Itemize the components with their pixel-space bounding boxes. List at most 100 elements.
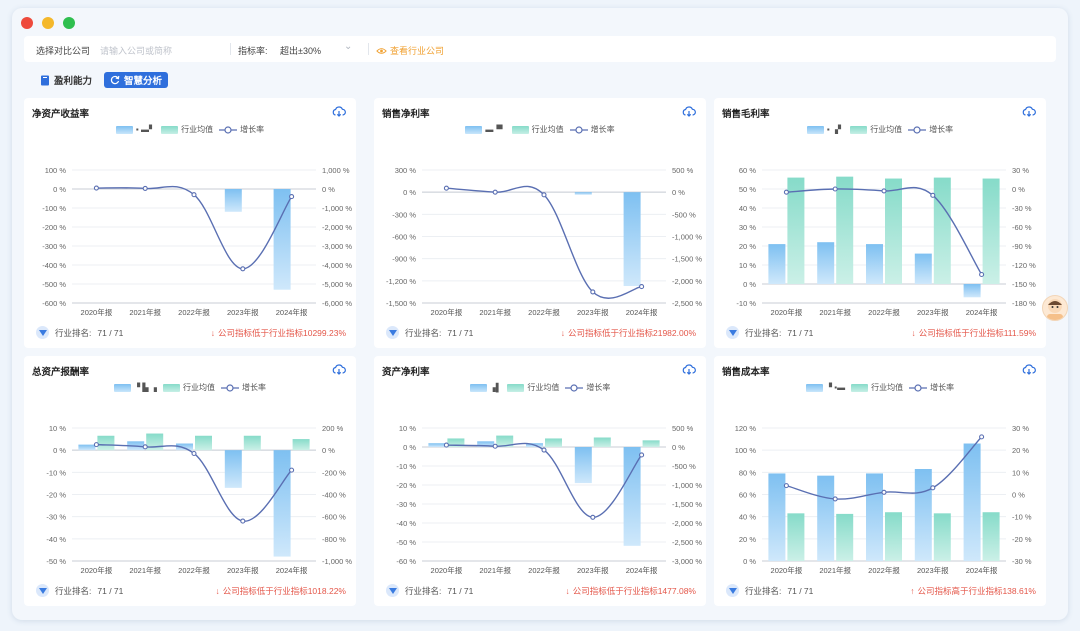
legend-industry[interactable]: 行业均值 <box>511 124 564 135</box>
download-button[interactable] <box>332 104 346 122</box>
bar-company[interactable] <box>176 443 193 451</box>
growth-point[interactable] <box>930 192 936 198</box>
bar-company[interactable] <box>224 189 242 212</box>
legend-growth[interactable]: 增长率 <box>569 124 615 135</box>
growth-point[interactable] <box>590 514 596 520</box>
assistant-avatar[interactable] <box>1042 295 1068 321</box>
legend-company[interactable]: ▗▌ <box>469 383 501 392</box>
growth-point[interactable] <box>783 189 789 195</box>
bar-company[interactable] <box>914 253 932 284</box>
bar-company[interactable] <box>866 473 883 561</box>
growth-point[interactable] <box>930 485 936 491</box>
bar-company[interactable] <box>273 189 291 290</box>
bar-company[interactable] <box>817 475 835 561</box>
bar-industry[interactable] <box>243 435 261 451</box>
company-search-input[interactable]: 请输入公司或简称 <box>100 46 173 56</box>
download-button[interactable] <box>332 362 346 380</box>
bar-company[interactable] <box>623 192 641 287</box>
bar-company[interactable] <box>574 447 592 484</box>
growth-point[interactable] <box>541 447 547 453</box>
growth-point[interactable] <box>443 185 449 191</box>
growth-point[interactable] <box>443 442 449 448</box>
growth-point[interactable] <box>240 266 246 272</box>
legend-industry[interactable]: 行业均值 <box>161 124 213 135</box>
bar-company[interactable] <box>963 443 981 561</box>
bar-industry[interactable] <box>836 176 854 284</box>
legend-industry[interactable]: 行业均值 <box>162 382 215 393</box>
legend-growth[interactable]: 增长率 <box>909 382 954 393</box>
indicator-select[interactable]: 超出±30% <box>280 46 321 56</box>
bar-industry[interactable] <box>642 440 660 447</box>
bar-industry[interactable] <box>885 178 902 284</box>
legend-growth[interactable]: 增长率 <box>565 382 610 393</box>
legend-industry[interactable]: 行业均值 <box>507 382 559 393</box>
download-button[interactable] <box>682 362 696 380</box>
bar-company[interactable] <box>477 441 495 447</box>
bar-industry[interactable] <box>933 513 951 561</box>
growth-point[interactable] <box>832 186 838 192</box>
legend-company[interactable]: ▬▝▘ <box>465 125 506 134</box>
bar-industry[interactable] <box>836 513 854 561</box>
bar-industry[interactable] <box>982 512 1000 561</box>
bar-industry[interactable] <box>97 435 115 451</box>
maximize-window-button[interactable] <box>63 17 75 29</box>
download-button[interactable] <box>1022 104 1036 122</box>
bar-industry[interactable] <box>447 438 465 447</box>
growth-point[interactable] <box>783 483 789 489</box>
growth-point[interactable] <box>492 443 498 449</box>
growth-point[interactable] <box>541 192 547 198</box>
bar-industry[interactable] <box>982 178 1000 284</box>
legend-company[interactable]: ▪ ▬▘ <box>115 125 155 134</box>
tab-profitability[interactable]: 盈利能力 <box>36 72 96 88</box>
legend-growth[interactable]: 增长率 <box>220 382 266 393</box>
growth-point[interactable] <box>240 518 246 524</box>
growth-point[interactable] <box>142 444 148 450</box>
legend-company[interactable]: ▪ ▗▘ <box>806 125 844 134</box>
growth-point[interactable] <box>191 192 197 198</box>
view-industry-link[interactable]: 查看行业公司 <box>376 44 444 57</box>
download-button[interactable] <box>682 104 696 122</box>
bar-industry[interactable] <box>292 439 310 451</box>
growth-point[interactable] <box>289 467 295 473</box>
bar-company[interactable] <box>273 450 291 557</box>
growth-point[interactable] <box>832 496 838 502</box>
legend-industry[interactable]: 行业均值 <box>850 124 902 135</box>
bar-industry[interactable] <box>593 437 611 448</box>
bar-company[interactable] <box>914 469 932 561</box>
bar-company[interactable] <box>963 284 981 298</box>
bar-industry[interactable] <box>496 435 514 447</box>
legend-growth[interactable]: 增长率 <box>908 124 953 135</box>
growth-point[interactable] <box>492 189 498 195</box>
minimize-window-button[interactable] <box>42 17 54 29</box>
chevron-down-icon[interactable]: ⌄ <box>344 41 353 52</box>
legend-company[interactable]: ▝ ▪▬ <box>805 383 845 392</box>
growth-point[interactable] <box>639 452 645 458</box>
growth-point[interactable] <box>881 188 887 194</box>
legend-industry[interactable]: 行业均值 <box>851 382 903 393</box>
bar-company[interactable] <box>623 447 641 546</box>
growth-point[interactable] <box>93 185 99 191</box>
legend-company[interactable]: ▝ ▙ ▗ <box>114 383 157 392</box>
bar-industry[interactable] <box>545 438 562 447</box>
download-button[interactable] <box>1022 362 1036 380</box>
bar-company[interactable] <box>78 444 96 451</box>
bar-company[interactable] <box>768 473 786 561</box>
bar-industry[interactable] <box>787 177 805 284</box>
bar-company[interactable] <box>428 443 446 447</box>
growth-point[interactable] <box>979 271 985 278</box>
bar-company[interactable] <box>768 244 786 284</box>
growth-point[interactable] <box>979 434 985 440</box>
growth-point[interactable] <box>639 284 645 290</box>
bar-company[interactable] <box>574 192 592 195</box>
bar-company[interactable] <box>817 242 835 284</box>
growth-point[interactable] <box>590 289 596 295</box>
bar-industry[interactable] <box>787 513 805 561</box>
close-window-button[interactable] <box>21 17 33 29</box>
growth-point[interactable] <box>289 194 295 200</box>
bar-company[interactable] <box>224 450 242 488</box>
tab-smart-analysis[interactable]: 智慧分析 <box>104 72 169 88</box>
growth-point[interactable] <box>191 450 197 457</box>
growth-point[interactable] <box>142 185 148 191</box>
bar-industry[interactable] <box>933 177 951 284</box>
bar-company[interactable] <box>866 244 883 284</box>
